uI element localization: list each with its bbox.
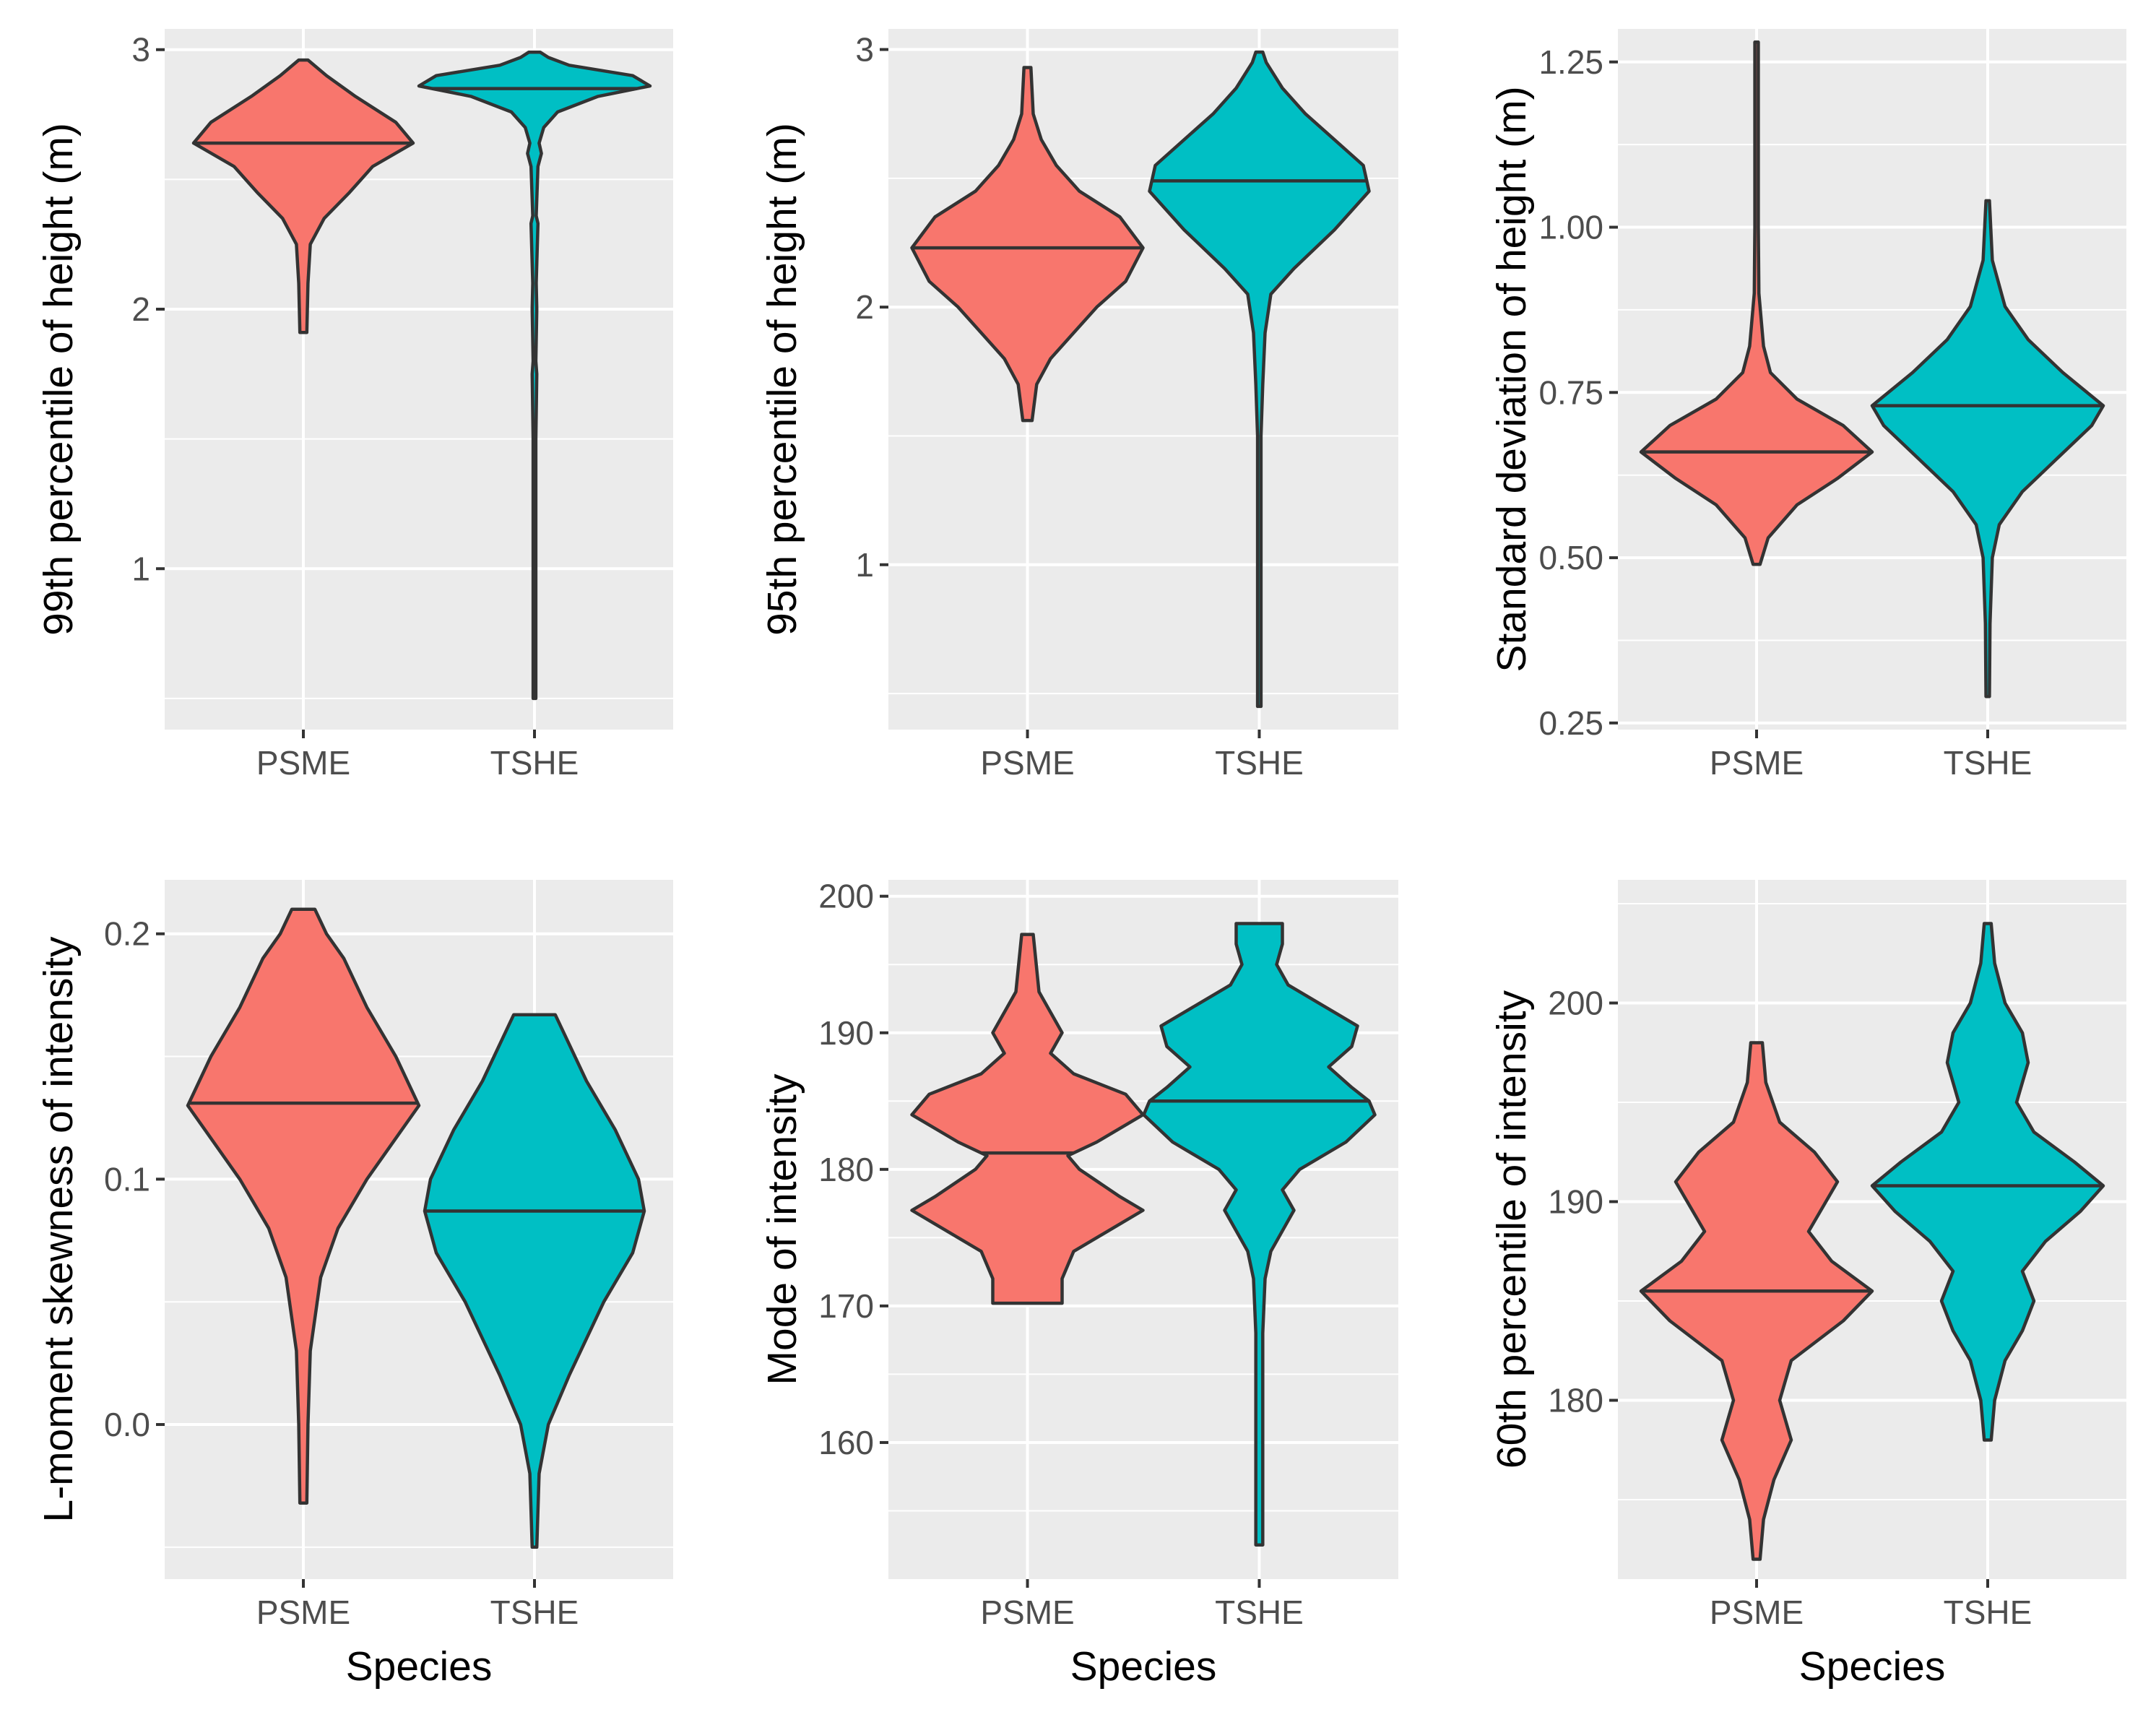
chart-panel-1: 1 2 3 PSME TSHE 99th percentile of height (m) <box>35 29 673 782</box>
y-tick-label: 1 <box>855 546 874 584</box>
y-tick-label: 190 <box>1548 1183 1603 1221</box>
chart-panel-3: 0.25 0.50 0.75 1.00 1.25 PSME TSHE Standard dev… <box>1489 29 2126 782</box>
y-tick-label: 200 <box>1548 985 1603 1022</box>
y-tick-label: 3 <box>131 31 150 69</box>
y-axis-title: L-moment skewness of intensity <box>35 936 82 1522</box>
y-tick-label: 1.00 <box>1538 209 1603 246</box>
violin-tshe <box>1142 922 1377 1547</box>
x-axis-title: Species <box>1070 1643 1217 1690</box>
y-axis-title: Standard deviation of height (m) <box>1489 86 1535 672</box>
chart-panel-6: 180 190 200 PSME TSHE 60th percentile of inte… <box>1489 880 2126 1690</box>
chart-panel-2: 1 2 3 PSME TSHE 95th percentile of height (m) <box>759 29 1398 782</box>
y-axis-title: 60th percentile of intensity <box>1489 990 1535 1469</box>
x-axis-title: Species <box>1799 1643 1946 1690</box>
x-tick-label-tshe: TSHE <box>1944 1594 2032 1631</box>
y-tick-label: 1.25 <box>1538 43 1603 81</box>
y-tick-label: 200 <box>818 878 874 915</box>
y-tick-label: 3 <box>855 31 874 69</box>
x-axis-title: Species <box>346 1643 493 1690</box>
violin-tshe <box>1870 922 2105 1442</box>
y-axis-title: 99th percentile of height (m) <box>35 123 82 636</box>
y-tick-label: 2 <box>131 290 150 328</box>
violin-psme <box>910 933 1145 1305</box>
y-tick-label: 0.2 <box>104 915 150 953</box>
x-tick-label-psme: PSME <box>1710 1594 1804 1631</box>
violin-tshe <box>1870 199 2105 699</box>
violin-tshe <box>417 51 652 701</box>
x-tick-label-tshe: TSHE <box>490 1594 579 1631</box>
y-tick-label: 180 <box>818 1151 874 1188</box>
y-tick-label: 0.50 <box>1538 539 1603 576</box>
chart-panel-5: 160 170 180 190 200 PSME TSHE Mode of intensity… <box>759 878 1398 1690</box>
x-tick-label-psme: PSME <box>256 744 350 782</box>
chart-panel-4: 0.0 0.1 0.2 PSME TSHE L-moment skewness of in… <box>35 880 673 1690</box>
x-tick-label-tshe: TSHE <box>1944 744 2032 782</box>
y-axis-title: 95th percentile of height (m) <box>759 123 805 636</box>
x-tick-label-psme: PSME <box>980 1594 1074 1631</box>
violin-tshe <box>1148 50 1371 709</box>
violin-psme <box>1639 1041 1874 1561</box>
y-tick-label: 160 <box>818 1424 874 1461</box>
violin-tshe <box>423 1013 646 1549</box>
y-tick-label: 2 <box>855 288 874 326</box>
x-tick-label-psme: PSME <box>256 1594 350 1631</box>
y-tick-label: 1 <box>131 550 150 587</box>
x-tick-label-psme: PSME <box>1710 744 1804 782</box>
y-tick-label: 0.1 <box>104 1160 150 1198</box>
y-tick-label: 0.75 <box>1538 373 1603 411</box>
violin-psme <box>910 66 1145 423</box>
x-tick-label-tshe: TSHE <box>1215 744 1304 782</box>
x-tick-label-psme: PSME <box>980 744 1074 782</box>
violin-psme <box>186 907 421 1505</box>
violin-psme <box>191 58 415 334</box>
y-tick-label: 170 <box>818 1287 874 1325</box>
y-tick-label: 190 <box>818 1014 874 1052</box>
y-tick-label: 0.25 <box>1538 704 1603 742</box>
y-axis-title: Mode of intensity <box>759 1073 805 1385</box>
x-tick-label-tshe: TSHE <box>490 744 579 782</box>
y-tick-label: 180 <box>1548 1382 1603 1419</box>
x-tick-label-tshe: TSHE <box>1215 1594 1304 1631</box>
y-tick-label: 0.0 <box>104 1406 150 1443</box>
